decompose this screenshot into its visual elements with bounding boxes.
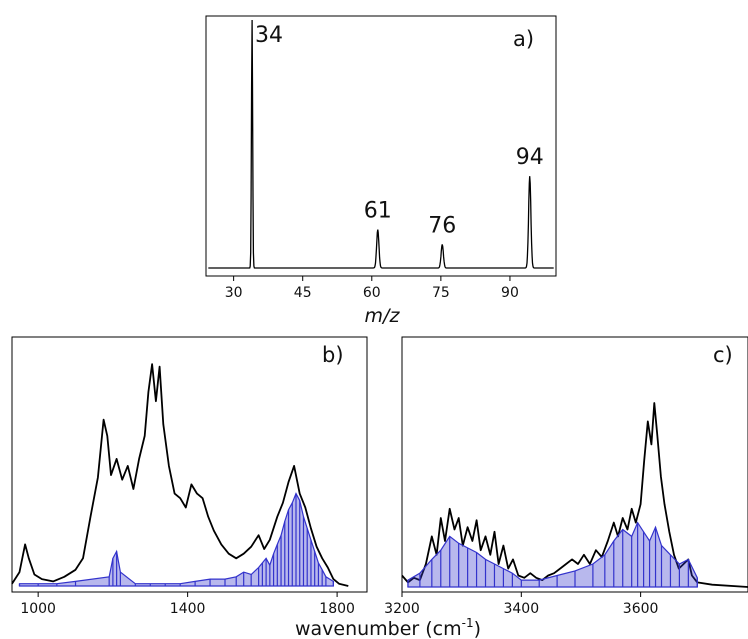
panel-c-ticks: 3200 3400 3600 <box>384 592 658 617</box>
experimental-spectrum-line <box>401 402 748 588</box>
panel-b-plot <box>11 363 349 587</box>
xtick-label: 45 <box>294 285 312 301</box>
panel-b-ticks: 1000 1400 1800 <box>20 592 355 617</box>
shared-xlabel-sup: -1 <box>462 616 474 630</box>
panel-a-frame <box>205 15 557 277</box>
panel-a-plot: 34 61 76 94 <box>208 19 554 269</box>
panel-a: 30 45 60 75 90 34 61 76 94 a) m/z <box>205 15 557 327</box>
mass-spectrum-line <box>208 19 554 269</box>
panel-c-frame <box>401 336 748 593</box>
panel-a-ticks: 30 45 60 75 90 <box>225 276 519 301</box>
experimental-spectrum-line <box>11 363 349 587</box>
shared-xlabel-main: wavenumber (cm <box>295 618 462 639</box>
xtick-label: 3400 <box>503 601 539 617</box>
panel-a-label: a) <box>513 27 534 51</box>
computed-spectrum-area <box>18 492 335 587</box>
panel-b: 1000 1400 1800 b) <box>11 336 368 617</box>
xtick-label: 30 <box>225 285 243 301</box>
xtick-label: 1000 <box>20 601 56 617</box>
xtick-label: 90 <box>501 285 519 301</box>
xtick-label: 1800 <box>319 601 355 617</box>
computed-spectrum-area <box>407 521 698 588</box>
panel-c: 3200 3400 3600 c) <box>384 336 748 617</box>
xtick-label: 60 <box>363 285 381 301</box>
peak-label: 34 <box>255 23 283 48</box>
panel-b-frame <box>11 336 368 593</box>
shared-xlabel: wavenumber (cm-1) <box>295 616 481 639</box>
xtick-label: 1400 <box>170 601 206 617</box>
panel-b-label: b) <box>322 343 344 367</box>
panel-a-xlabel: m/z <box>365 305 401 327</box>
shared-xlabel-close: ) <box>474 618 481 639</box>
xtick-label: 3600 <box>623 601 659 617</box>
panel-c-plot <box>401 402 748 588</box>
peak-label: 94 <box>516 145 544 170</box>
xtick-label: 3200 <box>384 601 420 617</box>
xtick-label: 75 <box>432 285 450 301</box>
peak-label: 76 <box>428 213 456 238</box>
panel-c-label: c) <box>713 343 733 367</box>
peak-label: 61 <box>364 199 392 224</box>
